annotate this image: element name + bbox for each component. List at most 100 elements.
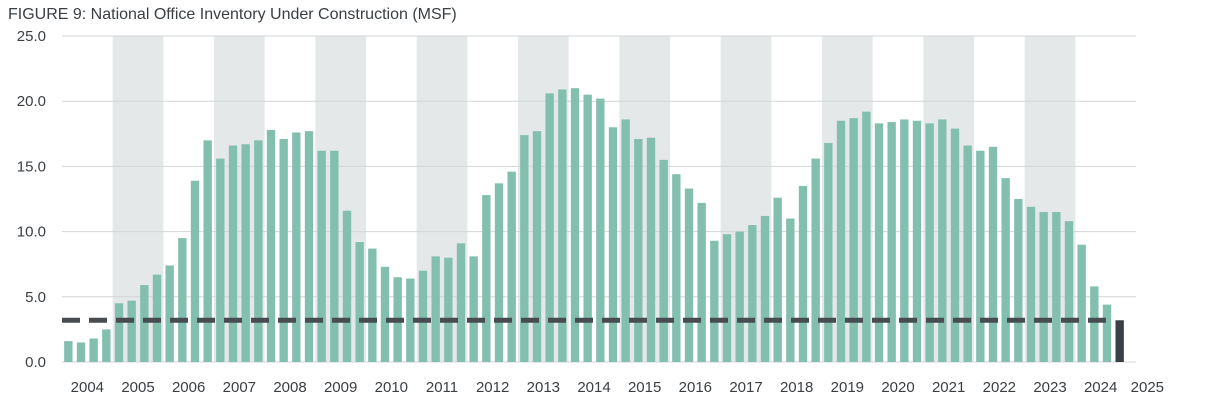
bar: [786, 218, 795, 362]
bar: [1001, 178, 1010, 362]
latest-bar: [1115, 320, 1124, 362]
bar: [520, 135, 529, 362]
bar: [178, 238, 187, 362]
bar: [596, 98, 605, 362]
bar: [925, 123, 934, 362]
x-tick-label: 2018: [780, 379, 813, 396]
bar: [203, 140, 212, 362]
bar: [748, 225, 757, 362]
y-tick-label: 25.0: [17, 28, 46, 45]
y-tick-label: 0.0: [25, 354, 46, 371]
x-tick-label: 2010: [375, 379, 408, 396]
y-tick-label: 15.0: [17, 158, 46, 175]
bar: [228, 145, 238, 362]
bar: [646, 137, 656, 362]
bar: [1077, 244, 1086, 362]
bar: [672, 174, 681, 362]
bar: [140, 285, 149, 362]
bar: [279, 139, 288, 362]
bar: [938, 119, 947, 363]
bar: [342, 210, 352, 362]
x-tick-label: 2019: [831, 379, 864, 396]
bar: [89, 338, 98, 362]
bar: [469, 256, 478, 362]
bar: [1102, 304, 1112, 362]
x-tick-label: 2004: [71, 379, 104, 396]
x-tick-label: 2016: [679, 379, 712, 396]
bar: [621, 119, 630, 363]
x-axis-ticks: 2004 2005 2006 2007 2008 2009 2010 2011 2012 2013…: [71, 379, 1164, 396]
y-tick-label: 5.0: [25, 289, 46, 306]
x-tick-label: 2022: [983, 379, 1016, 396]
bar: [836, 120, 846, 362]
bar: [976, 150, 985, 362]
x-tick-label: 2008: [273, 379, 306, 396]
x-tick-label: 2024: [1084, 379, 1117, 396]
bar: [482, 195, 491, 362]
y-tick-label: 10.0: [17, 224, 46, 241]
x-tick-label: 2014: [577, 379, 610, 396]
x-tick-label: 2021: [932, 379, 965, 396]
x-tick-label: 2007: [223, 379, 256, 396]
bar: [64, 341, 73, 362]
bar: [330, 150, 339, 362]
x-tick-label: 2020: [881, 379, 914, 396]
bar: [418, 270, 428, 362]
x-tick-label: 2023: [1033, 379, 1066, 396]
bar: [608, 127, 618, 362]
bar: [1014, 199, 1023, 362]
x-tick-label: 2012: [476, 379, 509, 396]
bar: [798, 185, 808, 362]
x-tick-label: 2025: [1131, 379, 1164, 396]
bar: [710, 240, 719, 362]
bar: [317, 150, 326, 362]
bar: [165, 265, 174, 362]
bar: [963, 145, 972, 362]
bar: [127, 300, 136, 362]
bar: [507, 171, 516, 362]
x-tick-label: 2017: [729, 379, 762, 396]
bar: [773, 197, 782, 362]
bar: [545, 93, 554, 362]
x-tick-label: 2011: [426, 379, 458, 396]
bar: [355, 242, 364, 362]
bar: [697, 202, 706, 362]
x-tick-label: 2005: [121, 379, 154, 396]
chart-title: FIGURE 9: National Office Inventory Unde…: [8, 6, 457, 23]
bar: [241, 144, 250, 362]
bar: [583, 94, 592, 363]
bar: [634, 139, 643, 362]
bar: [190, 180, 200, 362]
bar: [874, 123, 884, 362]
bar: [900, 119, 909, 363]
bar: [368, 248, 377, 362]
bar: [862, 111, 871, 362]
bar: [912, 120, 922, 362]
bar: [558, 89, 567, 363]
bar: [1090, 286, 1099, 362]
bar: [216, 158, 225, 362]
bar: [1052, 212, 1061, 362]
bar: [292, 132, 301, 362]
bar: [266, 129, 276, 362]
bar: [570, 88, 580, 362]
x-tick-label: 2009: [324, 379, 357, 396]
y-tick-label: 20.0: [17, 93, 46, 110]
bar: [760, 215, 770, 362]
x-tick-label: 2006: [172, 379, 205, 396]
bar: [684, 188, 694, 362]
bar: [735, 231, 744, 362]
x-tick-label: 2015: [628, 379, 661, 396]
y-axis-ticks: 0.0 5.0 10.0 15.0 20.0 25.0: [17, 28, 46, 371]
bar: [849, 118, 858, 362]
bar: [1064, 221, 1074, 362]
bar: [988, 146, 998, 362]
bar: [114, 303, 124, 362]
bar: [811, 158, 820, 362]
bar: [456, 243, 466, 362]
bar: [304, 131, 314, 362]
bar: [722, 234, 732, 362]
bar: [76, 342, 86, 362]
bar: [824, 142, 833, 362]
bars: [64, 88, 1124, 363]
